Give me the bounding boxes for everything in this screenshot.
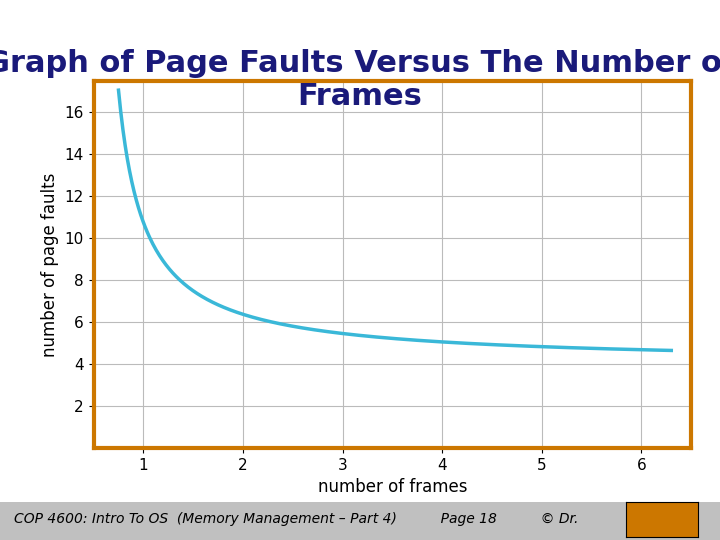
X-axis label: number of frames: number of frames xyxy=(318,478,467,496)
Text: COP 4600: Intro To OS  (Memory Management – Part 4)          Page 18          © : COP 4600: Intro To OS (Memory Management… xyxy=(14,512,579,526)
Text: Graph of Page Faults Versus The Number of
Frames: Graph of Page Faults Versus The Number o… xyxy=(0,49,720,111)
Y-axis label: number of page faults: number of page faults xyxy=(41,172,59,357)
